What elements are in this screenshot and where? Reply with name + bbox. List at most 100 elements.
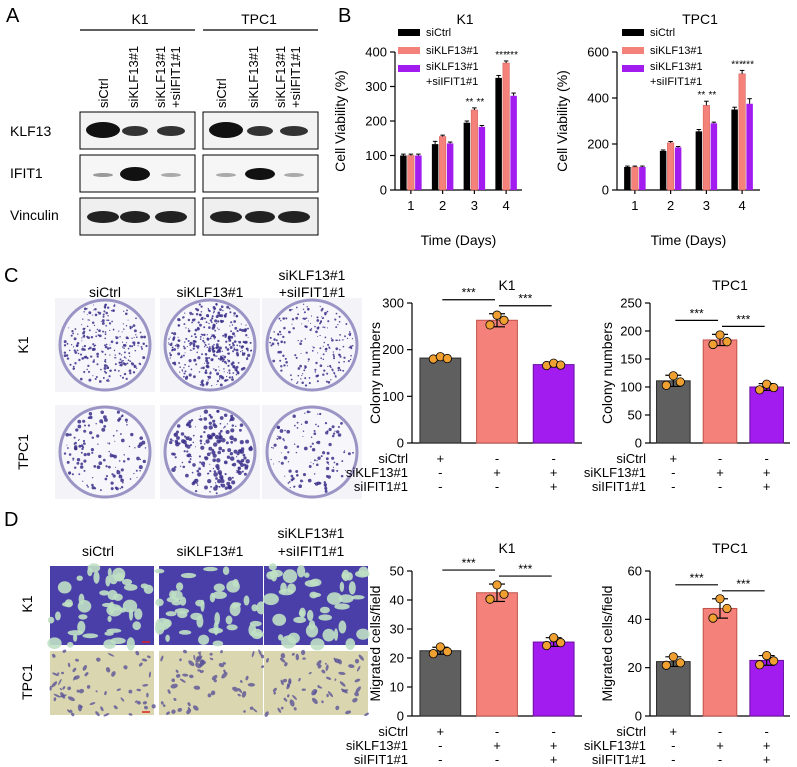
viability-tpc1-x-tick-label: 4 <box>739 198 746 213</box>
colony-dot <box>195 313 199 316</box>
colony-dot <box>173 332 177 336</box>
migration-col-label: siCtrl <box>82 543 114 559</box>
migration-pore <box>307 609 314 622</box>
migration-k1-treatment-sign: - <box>438 738 442 753</box>
colony-dot <box>297 374 300 377</box>
colony-dot <box>204 371 208 375</box>
colony-dot <box>88 311 92 315</box>
colony-dot <box>177 344 180 347</box>
viability-k1-legend-label: siKLF13#1 <box>426 45 479 57</box>
colony-k1-treatment-sign: - <box>495 451 499 466</box>
colony-dot <box>324 313 327 316</box>
migration-cell <box>173 697 177 701</box>
colony-dot <box>98 329 101 333</box>
colony-dot <box>87 336 90 340</box>
colony-dot <box>174 344 177 347</box>
colony-dot <box>201 333 204 336</box>
migration-image-bg <box>159 566 263 645</box>
colony-dot <box>311 442 314 445</box>
viability-k1-bar <box>510 95 517 190</box>
colony-dot <box>273 331 275 333</box>
colony-dot <box>285 317 288 320</box>
colony-dot <box>208 343 210 345</box>
migration-k1-treatment-label: siIFIT1#1 <box>354 752 408 767</box>
colony-dot <box>129 372 132 375</box>
colony-dot <box>299 364 302 368</box>
colony-dot <box>247 327 249 330</box>
migration-k1-y-tick-label: 10 <box>390 680 404 695</box>
colony-dot <box>328 463 330 465</box>
colony-dot <box>272 447 274 449</box>
colony-dot <box>133 329 137 333</box>
migration-pore <box>351 595 365 600</box>
colony-dot <box>98 454 102 459</box>
colony-dot <box>222 334 225 337</box>
colony-dot <box>136 476 138 478</box>
colony-dot <box>344 469 347 472</box>
migration-pore <box>106 628 122 633</box>
colony-dot <box>194 328 198 332</box>
colony-dot <box>232 343 235 347</box>
migration-pore <box>155 598 164 607</box>
migration-pore <box>47 637 62 649</box>
migration-image-bg <box>159 651 263 715</box>
colony-k1-data-point <box>499 315 509 325</box>
migration-pore <box>208 627 223 634</box>
colony-dot <box>91 321 95 325</box>
colony-dot <box>68 349 71 352</box>
colony-dot <box>77 352 80 355</box>
colony-dot <box>304 377 307 380</box>
wb-lane-label: siKLF13#1 <box>246 46 261 108</box>
wb-lane-label: siKLF13#1 <box>273 46 288 108</box>
migration-row-label: TPC1 <box>19 664 35 700</box>
migration-pore <box>248 623 257 637</box>
colony-dot <box>96 352 99 356</box>
viability-k1-legend-label: siCtrl <box>426 27 451 39</box>
colony-dot <box>232 350 235 353</box>
migration-cell <box>148 671 151 678</box>
colony-k1-y-label: Colony numbers <box>367 322 383 424</box>
colony-dot <box>113 454 117 459</box>
colony-dot <box>173 361 175 363</box>
colony-dot <box>276 333 280 336</box>
migration-cell <box>51 681 58 688</box>
colony-dot <box>190 335 193 338</box>
colony-dot <box>239 449 242 453</box>
colony-dot <box>218 485 221 488</box>
colony-dot <box>74 447 78 451</box>
colony-dot <box>205 321 208 324</box>
colony-dot <box>86 357 89 360</box>
colony-tpc1-data-point <box>755 385 765 395</box>
colony-dot <box>205 344 207 347</box>
colony-dot <box>215 477 218 480</box>
colony-dot <box>215 315 219 319</box>
colony-dot <box>218 378 221 380</box>
migration-cell <box>308 671 312 675</box>
colony-dot <box>279 429 284 433</box>
colony-dot <box>66 460 70 464</box>
colony-dot <box>209 452 212 454</box>
migration-cell <box>298 677 301 682</box>
colony-dot <box>116 410 120 414</box>
colony-dot <box>103 418 108 422</box>
colony-dot <box>192 344 196 348</box>
colony-dot <box>117 369 120 372</box>
migration-cell <box>325 676 332 680</box>
colony-dot <box>130 327 132 330</box>
colony-dot <box>315 361 318 365</box>
colony-dot <box>331 425 335 429</box>
colony-dot <box>86 452 91 456</box>
colony-dot <box>199 435 203 438</box>
colony-dot <box>290 478 294 482</box>
colony-dot <box>234 335 236 337</box>
colony-dot <box>77 333 79 335</box>
colony-dot <box>192 339 196 343</box>
colony-dot <box>122 346 124 348</box>
colony-dot <box>169 353 173 357</box>
colony-dot <box>102 377 105 379</box>
colony-dot <box>233 315 235 317</box>
colony-dot <box>302 303 305 305</box>
colony-dot <box>187 339 190 343</box>
migration-pore <box>62 601 73 607</box>
